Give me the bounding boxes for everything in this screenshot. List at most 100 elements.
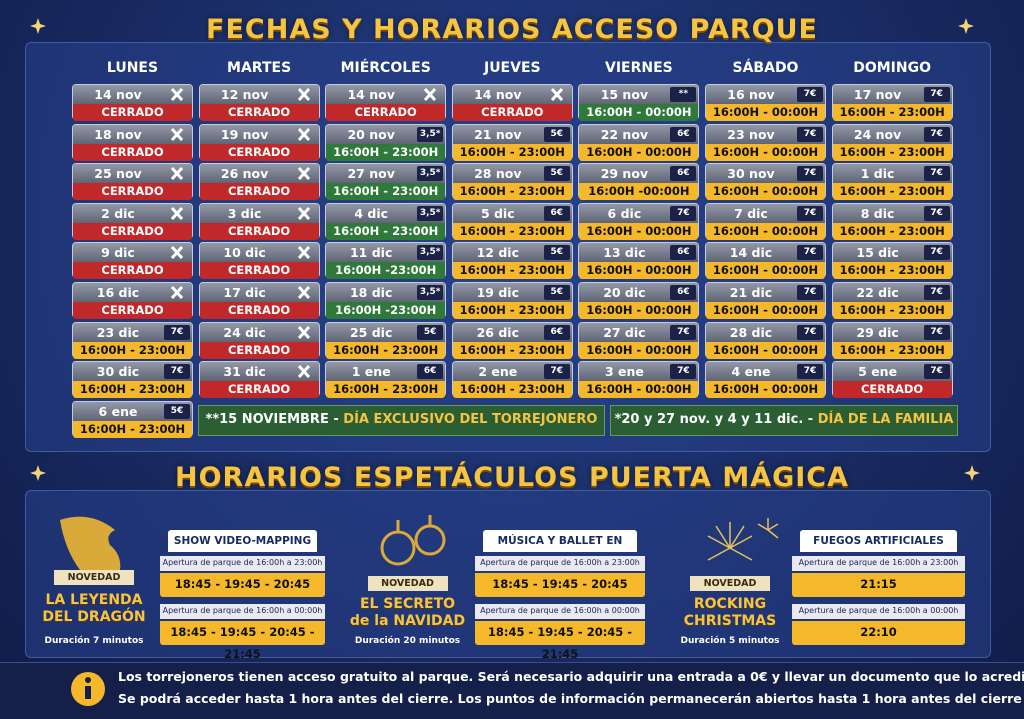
ornament-icon [380, 515, 446, 566]
cell-top: 17 nov 7€ [832, 85, 952, 104]
cell-date: 8 dic [860, 205, 895, 221]
day-cell: 30 nov 7€ 16:00H - 00:00H [705, 163, 826, 201]
cell-date: 9 dic [101, 245, 135, 261]
schedule-times: 18:45 - 19:45 - 20:45 [475, 573, 645, 597]
cell-top: 23 dic 7€ [73, 322, 192, 342]
cell-date: 23 dic [96, 324, 140, 340]
day-cell: 11 dic 3,5* 16:00H -23:00H [325, 242, 447, 280]
cell-top: 1 dic 7€ [832, 164, 952, 184]
day-cell: 31 dic CERRADO [198, 361, 320, 399]
day-cell: 16 dic CERRADO [72, 282, 193, 319]
cell-date: 3 dic [227, 205, 262, 221]
cell-hours: CERRADO [199, 302, 319, 319]
cell-top: 10 dic [199, 243, 319, 263]
cell-top: 23 nov 7€ [706, 124, 825, 144]
cell-top: 20 dic 6€ [579, 283, 699, 302]
cell-price: 7€ [670, 364, 697, 380]
cell-top: 19 dic 5€ [452, 283, 572, 302]
day-cell: 2 ene 7€ 16:00H - 23:00H [451, 361, 573, 399]
day-cell: 17 nov 7€ 16:00H - 23:00H [831, 84, 953, 121]
shows-title: HORARIOS ESPETÁCULOS PUERTA MÁGICA [174, 462, 850, 493]
cell-date: 26 nov [220, 166, 269, 182]
cell-date: 12 dic [476, 245, 519, 261]
day-cell: 22 nov 6€ 16:00H - 00:00H [578, 123, 700, 161]
day-cell: 16 nov 7€ 16:00H - 00:00H [705, 84, 826, 121]
cell-date: 22 nov [600, 126, 649, 142]
cell-date: 15 nov [600, 87, 649, 102]
day-cell: 1 dic 7€ 16:00H - 23:00H [831, 163, 953, 201]
cell-top: 16 nov 7€ [706, 85, 825, 104]
cell-hours: 16:00H - 00:00H [706, 341, 825, 359]
cell-price: 6€ [417, 364, 444, 380]
show-name: CHRISTMAS [683, 613, 777, 629]
day-cell: 27 dic 7€ 16:00H - 00:00H [578, 321, 700, 359]
cell-price: 7€ [797, 364, 823, 380]
cell-hours: CERRADO [73, 262, 192, 280]
cell-hours: 16:00H - 23:00H [73, 420, 192, 438]
cell-date: 23 nov [727, 126, 775, 142]
cell-hours: 16:00H - 00:00H [579, 381, 699, 399]
closed-icon [297, 87, 310, 102]
novedad-badge: NOVEDAD [54, 570, 134, 585]
cell-date: 18 dic [349, 285, 393, 300]
closed-icon [170, 87, 184, 102]
day-cell: 23 dic 7€ 16:00H - 23:00H [72, 321, 193, 359]
cell-hours: 16:00H - 23:00H [452, 183, 572, 201]
closed-icon [170, 285, 184, 300]
cell-date: 14 nov [474, 87, 522, 102]
cell-price: 7€ [797, 166, 823, 182]
cell-hours: 16:00H - 23:00H [452, 143, 572, 161]
cell-hours: 16:00H - 00:00H [706, 262, 825, 280]
cell-hours: 16:00H - 23:00H [832, 262, 952, 280]
day-cell: 21 dic 7€ 16:00H - 00:00H [705, 282, 826, 319]
cell-top: 5 dic 6€ [452, 203, 572, 223]
show-name: LA LEYENDA [45, 592, 143, 608]
cell-top: 18 dic 3,5* [326, 283, 446, 302]
show-heading: MÚSICA Y BALLET EN DIRECTO [483, 530, 637, 569]
cell-price: 6€ [670, 285, 697, 300]
closed-icon [170, 206, 184, 220]
day-cell: 5 ene 7€ CERRADO [831, 361, 953, 399]
cell-top: 31 dic [199, 362, 319, 382]
cell-date: 18 nov [94, 126, 142, 142]
dragon-icon [60, 516, 121, 570]
cell-hours: 16:00H - 23:00H [832, 302, 952, 319]
cell-price: 5€ [543, 245, 570, 261]
cell-top: 12 dic 5€ [452, 243, 572, 263]
cell-hours: 16:00H - 00:00H [579, 341, 699, 359]
closed-icon [170, 127, 184, 141]
cell-hours: 16:00H - 00:00H [706, 381, 825, 399]
cell-price: 5€ [417, 324, 444, 340]
cell-date: 2 ene [478, 364, 518, 380]
cell-price: 7€ [670, 205, 697, 221]
schedule-note: Apertura de parque de 16:00h a 23:00h [475, 556, 645, 571]
cell-hours: 16:00H - 00:00H [579, 143, 699, 161]
cell-hours: 16:00H - 00:00H [706, 222, 825, 240]
cell-price: 7€ [797, 205, 823, 221]
cell-date: 3 ene [604, 364, 644, 380]
cell-date: 16 dic [96, 285, 140, 300]
cell-top: 22 nov 6€ [579, 124, 699, 144]
day-cell: 15 nov ** 16:00H - 00:00H [578, 84, 700, 121]
cell-top: 30 dic 7€ [73, 362, 192, 382]
day-header: JUEVES [483, 60, 541, 76]
show-duration: Duración 5 minutos [680, 636, 780, 646]
cell-top: 28 nov 5€ [452, 164, 572, 184]
cell-date: 4 dic [354, 205, 389, 221]
day-cell: 23 nov 7€ 16:00H - 00:00H [705, 123, 826, 161]
cell-date: 10 dic [223, 245, 266, 261]
day-cell: 15 dic 7€ 16:00H - 23:00H [831, 242, 953, 280]
cell-date: 31 dic [223, 364, 266, 380]
cell-hours: CERRADO [199, 183, 319, 201]
day-cell: 21 nov 5€ 16:00H - 23:00H [451, 123, 573, 161]
cell-hours: 16:00H -23:00H [326, 302, 446, 319]
day-header: DOMINGO [853, 60, 931, 76]
cell-date: 27 nov [347, 166, 395, 182]
cell-date: 19 nov [220, 126, 269, 142]
cell-price: 3,5* [417, 166, 444, 182]
show-heading: FUEGOS ARTIFICIALES [800, 530, 957, 552]
cell-hours: 16:00H - 00:00H [706, 183, 825, 201]
cell-top: 6 dic 7€ [579, 203, 699, 223]
cell-hours: 16:00H - 00:00H [706, 104, 825, 121]
